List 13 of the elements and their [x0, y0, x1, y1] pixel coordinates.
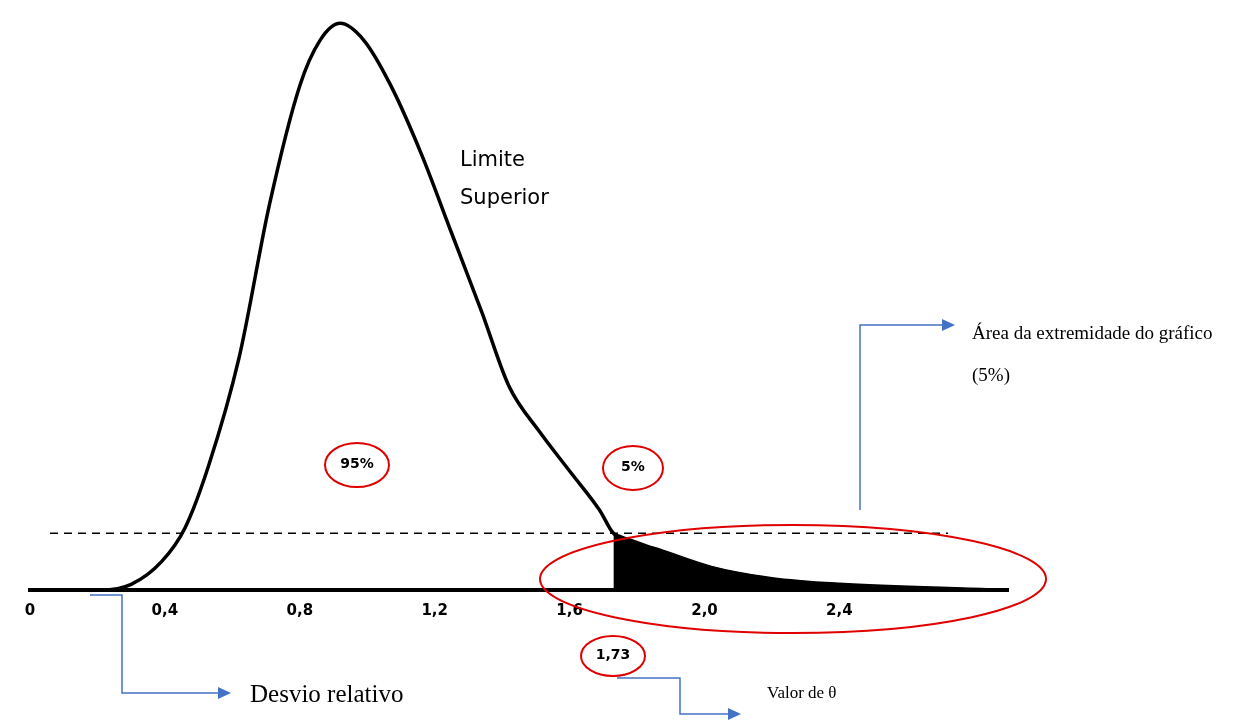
- text: 1,73: [595, 646, 631, 662]
- text: Desvio relativo: [250, 680, 404, 708]
- text: Valor de θ: [767, 683, 837, 703]
- x-tick-label: 2,0: [691, 600, 718, 619]
- x-tick-label: 0: [24, 600, 36, 619]
- annotation: 5%: [621, 458, 645, 474]
- annotation: 95%: [340, 455, 374, 471]
- x-tick-label: 1,2: [421, 600, 448, 619]
- x-tick-label: 0,8: [286, 600, 314, 619]
- x-tick-label: 2,4: [826, 600, 853, 619]
- x-tick-label: 0,4: [151, 600, 179, 619]
- annotation: Limite Superior: [460, 146, 550, 211]
- annotation: Área da extremidade do gráfico (5%): [972, 321, 1214, 387]
